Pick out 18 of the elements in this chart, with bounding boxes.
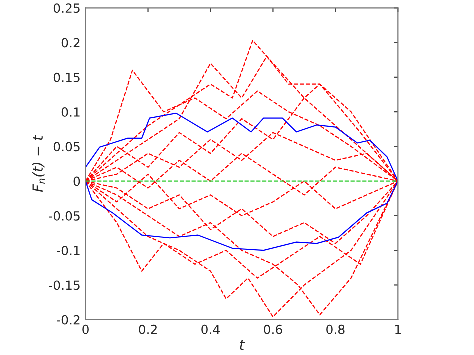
x-tick-label: 0.6 bbox=[264, 324, 282, 334]
x-tick-label: 0.2 bbox=[139, 324, 157, 334]
y-tick-label: -0.1 bbox=[57, 246, 80, 256]
y-axis-title: F$_{n}$(t) − t bbox=[32, 135, 46, 192]
y-tick-label: 0.1 bbox=[62, 108, 80, 117]
y-tick-label: 0 bbox=[74, 176, 80, 186]
x-tick-label: 0.4 bbox=[202, 324, 220, 334]
y-tick-label: -0.2 bbox=[57, 315, 80, 325]
y-tick-label: 0.25 bbox=[54, 4, 80, 14]
y-tick-label: 0.15 bbox=[54, 72, 80, 82]
y-tick-label: -0.05 bbox=[49, 211, 80, 221]
y-tick-label: -0.15 bbox=[49, 280, 80, 290]
x-tick-label: 1 bbox=[396, 325, 401, 334]
x-tick-label: 0 bbox=[82, 324, 89, 334]
x-tick-label: 0.8 bbox=[326, 324, 345, 334]
y-tick-label: 0.05 bbox=[54, 142, 80, 152]
x-axis-title: t bbox=[240, 340, 246, 350]
y-tick-label: 0.2 bbox=[62, 38, 80, 48]
